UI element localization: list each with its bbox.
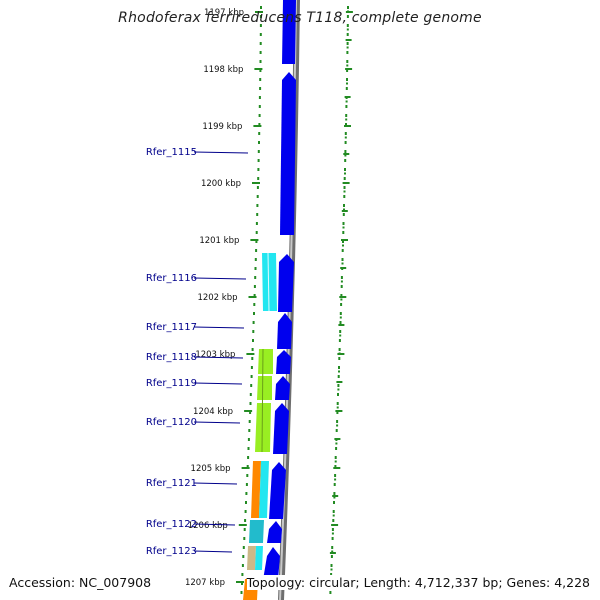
kbp-tick-label: 1201 kbp <box>199 236 239 246</box>
cds-arrow-rfer-1117[interactable] <box>277 313 292 349</box>
feature-block-green-rfer-1120[interactable] <box>255 403 271 452</box>
genome-summary-text: Topology: circular; Length: 4,712,337 bp… <box>246 575 590 590</box>
gene-label-text[interactable]: Rfer_1116 <box>146 273 197 284</box>
gene-label-rfer-1120[interactable]: Rfer_1120 <box>146 417 241 428</box>
feature-block-teal-rfer-1122[interactable] <box>249 520 264 543</box>
kbp-tick-label: 1200 kbp <box>201 179 241 189</box>
gene-labels: Rfer_1115 Rfer_1116 Rfer_1117 Rfer_1118 Rfer… <box>146 147 249 557</box>
gene-label-text[interactable]: Rfer_1117 <box>146 322 197 333</box>
cds-arrow-rfer-1119[interactable] <box>275 376 290 400</box>
cds-arrow-rfer-1121[interactable] <box>269 462 286 519</box>
gene-label-text[interactable]: Rfer_1115 <box>146 147 197 158</box>
kbp-tick-label: 1205 kbp <box>191 464 231 474</box>
kbp-tick-label: 1204 kbp <box>193 407 233 417</box>
cds-arrow-rfer-1120[interactable] <box>273 403 289 454</box>
cds-block-top[interactable] <box>282 0 296 64</box>
gene-label-rfer-1121[interactable]: Rfer_1121 <box>146 478 238 489</box>
feature-block-cyan-rfer-1121[interactable] <box>259 461 269 518</box>
kbp-tick: 1207 kbp <box>185 578 244 588</box>
kbp-tick: 1198 kbp <box>203 65 263 75</box>
cds-arrow-rfer-1118[interactable] <box>276 350 291 374</box>
kbp-tick: 1197 kbp <box>204 8 263 18</box>
cds-arrow-rfer-1122[interactable] <box>267 521 282 543</box>
accession-text: Accession: NC_007908 <box>9 575 152 590</box>
kbp-tick-label: 1198 kbp <box>203 65 243 75</box>
cds-arrow-rfer-1123[interactable] <box>263 547 280 580</box>
gene-label-rfer-1122[interactable]: Rfer_1122 <box>146 519 236 530</box>
feature-block-green-rfer-1119[interactable] <box>257 376 272 400</box>
kbp-tick: 1204 kbp <box>193 407 253 417</box>
kbp-tick-label: 1207 kbp <box>185 578 225 588</box>
gene-label-text[interactable]: Rfer_1119 <box>146 378 197 389</box>
gene-label-text[interactable]: Rfer_1118 <box>146 352 197 363</box>
kbp-tick: 1199 kbp <box>202 122 262 132</box>
kbp-tick-label: 1202 kbp <box>197 293 237 303</box>
gene-label-text[interactable]: Rfer_1123 <box>146 546 197 557</box>
feature-block-tan-rfer-1123[interactable] <box>247 546 256 570</box>
cds-arrow-rfer-1116[interactable] <box>278 254 294 312</box>
feature-block-cyan-rfer-1123[interactable] <box>255 546 263 570</box>
gene-label-rfer-1118[interactable]: Rfer_1118 <box>146 352 244 363</box>
feature-block-orange-rfer-1121[interactable] <box>251 461 261 518</box>
kbp-tick: 1201 kbp <box>199 236 259 246</box>
kbp-tick-label: 1206 kbp <box>188 521 228 531</box>
kbp-ticks: 1197 kbp 1198 kbp 1199 kbp 1200 kbp 1201 kbp… <box>185 8 263 588</box>
gene-features <box>243 0 296 600</box>
kbp-tick: 1203 kbp <box>195 350 255 360</box>
gene-label-text[interactable]: Rfer_1121 <box>146 478 197 489</box>
gene-label-rfer-1119[interactable]: Rfer_1119 <box>146 378 243 389</box>
genome-title: Rhodoferax ferrireducens T118, complete … <box>118 10 482 26</box>
gene-label-rfer-1123[interactable]: Rfer_1123 <box>146 546 233 557</box>
kbp-tick: 1205 kbp <box>191 464 250 474</box>
gene-label-text[interactable]: Rfer_1122 <box>146 519 197 530</box>
gene-label-text[interactable]: Rfer_1120 <box>146 417 197 428</box>
kbp-tick-label: 1199 kbp <box>202 122 242 132</box>
kbp-tick: 1200 kbp <box>201 179 260 189</box>
kbp-tick-label: 1203 kbp <box>195 350 235 360</box>
feature-block-green-rfer-1118[interactable] <box>258 349 273 374</box>
kbp-tick: 1202 kbp <box>197 293 257 303</box>
gc-dotted-guides <box>240 6 353 594</box>
kbp-tick-label: 1197 kbp <box>204 8 244 18</box>
feature-block-cyan-rfer-1116[interactable] <box>262 253 277 311</box>
gene-label-rfer-1117[interactable]: Rfer_1117 <box>146 322 245 333</box>
gene-label-rfer-1116[interactable]: Rfer_1116 <box>146 273 247 284</box>
kbp-tick: 1206 kbp <box>188 521 247 531</box>
gene-label-rfer-1115[interactable]: Rfer_1115 <box>146 147 249 158</box>
cds-arrow-rfer-1115[interactable] <box>280 72 296 235</box>
